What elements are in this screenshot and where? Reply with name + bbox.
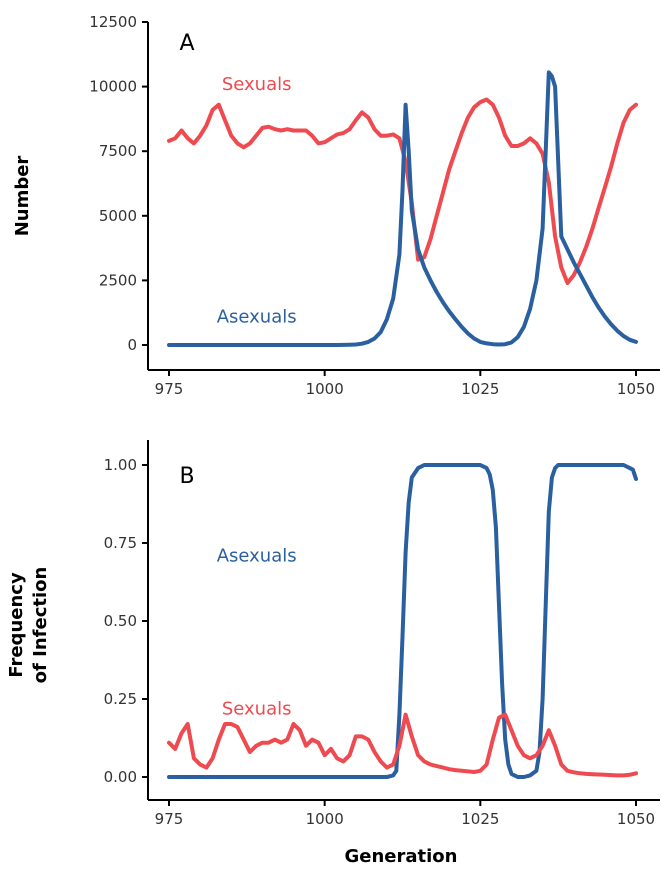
y-tick-label: 2500 bbox=[99, 271, 137, 289]
panel-a: 0 2500 5000 7500 10000 12500 975 1000 1025 1050 A N… bbox=[12, 13, 660, 398]
y-axis-title: Number bbox=[12, 156, 33, 237]
x-tick-label: 1050 bbox=[617, 810, 655, 828]
y-tick-label: 5000 bbox=[99, 207, 137, 225]
y-axis-title-line: Frequency bbox=[6, 572, 27, 678]
x-tick-label: 975 bbox=[155, 810, 184, 828]
y-tick-label: 7500 bbox=[99, 142, 137, 160]
panel-label: B bbox=[179, 464, 194, 489]
series-line-asexuals bbox=[167, 70, 638, 347]
y-axis-title-line: of Infection bbox=[30, 567, 51, 684]
y-tick-label: 0.25 bbox=[104, 690, 137, 708]
x-axis-title: Generation bbox=[345, 846, 458, 867]
series-label-asexuals: Asexuals bbox=[217, 545, 297, 566]
x-tick-label: 1025 bbox=[461, 810, 499, 828]
y-tick-label: 10000 bbox=[89, 78, 137, 96]
y-tick-label: 1.00 bbox=[104, 456, 137, 474]
series-line-asexuals bbox=[167, 463, 638, 779]
panel-b: 0.00 0.25 0.50 0.75 1.00 975 1000 1025 1050 B Freq… bbox=[6, 440, 660, 828]
series-label-asexuals: Asexuals bbox=[217, 307, 297, 328]
series-label-sexuals: Sexuals bbox=[222, 698, 292, 719]
series-line-sexuals bbox=[167, 712, 638, 778]
y-tick-label: 12500 bbox=[89, 13, 137, 31]
x-tick-label: 1000 bbox=[306, 380, 344, 398]
x-tick-label: 1000 bbox=[306, 810, 344, 828]
x-tick-label: 1025 bbox=[461, 380, 499, 398]
y-tick-label: 0.75 bbox=[104, 534, 137, 552]
y-tick-label: 0.00 bbox=[104, 768, 137, 786]
y-tick-label: 0.50 bbox=[104, 612, 137, 630]
series-label-sexuals: Sexuals bbox=[222, 74, 292, 95]
x-tick-label: 975 bbox=[155, 380, 184, 398]
panel-label: A bbox=[179, 31, 194, 56]
x-tick-label: 1050 bbox=[617, 380, 655, 398]
y-tick-label: 0 bbox=[127, 336, 137, 354]
